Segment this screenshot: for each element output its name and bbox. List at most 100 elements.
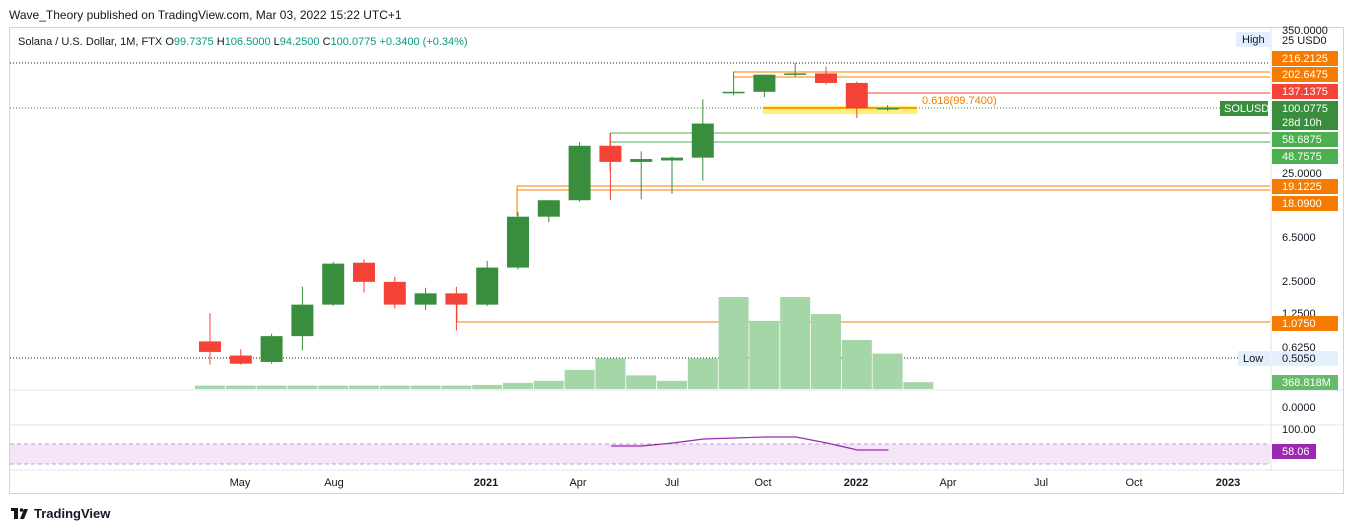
volume-bar bbox=[225, 385, 256, 389]
chart-legend: Solana / U.S. Dollar, 1M, FTX O99.7375 H… bbox=[18, 36, 468, 48]
price-label-text: 202.6475 bbox=[1282, 69, 1328, 81]
publisher-caption: Wave_Theory published on TradingView.com… bbox=[9, 8, 402, 22]
volume-bar bbox=[195, 385, 225, 389]
candle-body bbox=[199, 341, 221, 352]
volume-bar bbox=[379, 385, 410, 389]
candle-body bbox=[568, 145, 591, 201]
candle-body bbox=[845, 82, 868, 109]
x-axis-tick-label: 2023 bbox=[1216, 477, 1240, 489]
low-value-text: 0.5050 bbox=[1282, 353, 1316, 365]
volume-last-chip bbox=[1272, 375, 1338, 390]
y-axis-tick-label: 25.0000 bbox=[1282, 168, 1322, 180]
legend-low-label: L bbox=[273, 36, 280, 48]
candle-body bbox=[260, 336, 283, 362]
candle-body bbox=[353, 262, 375, 282]
candle-body bbox=[630, 159, 653, 162]
volume-bar bbox=[841, 339, 872, 389]
footer-brand: TradingView bbox=[34, 506, 111, 521]
volume-bar bbox=[472, 384, 503, 389]
volume-bar bbox=[564, 369, 595, 389]
volume-bar bbox=[626, 375, 657, 389]
price-label-chip bbox=[1272, 115, 1338, 130]
volume-bar bbox=[903, 382, 934, 389]
x-axis-tick-label: 2022 bbox=[844, 477, 868, 489]
legend-high-label: H bbox=[216, 36, 225, 48]
candle-body bbox=[537, 200, 560, 217]
legend-low-value: 94.2500 bbox=[279, 36, 320, 48]
volume-bar bbox=[657, 380, 687, 389]
price-label-chip bbox=[1272, 149, 1338, 164]
price-label-text: 28d 10h bbox=[1282, 117, 1322, 129]
symbol-tag-label: SOLUSD bbox=[1224, 103, 1269, 115]
x-axis-tick-label: Jul bbox=[1034, 477, 1048, 489]
price-label-text: 137.1375 bbox=[1282, 86, 1328, 98]
volume-bar bbox=[718, 297, 749, 389]
footer: TradingView bbox=[11, 506, 110, 521]
low-tag-label: Low bbox=[1243, 353, 1263, 365]
legend-change: +0.3400 (+0.34%) bbox=[379, 36, 468, 48]
x-axis-tick-label: Oct bbox=[1125, 477, 1142, 489]
candle-body bbox=[876, 107, 899, 110]
volume-bar bbox=[780, 297, 811, 389]
volume-bar bbox=[687, 358, 718, 389]
candle-body bbox=[784, 73, 807, 75]
price-label-chip bbox=[1272, 84, 1338, 99]
volume-bar bbox=[349, 385, 379, 389]
volume-bar bbox=[595, 358, 626, 389]
price-label-chip bbox=[1272, 196, 1338, 211]
candle-body bbox=[753, 74, 776, 92]
candle-body bbox=[599, 145, 622, 162]
price-label-chip bbox=[1272, 51, 1338, 66]
volume-bar bbox=[533, 380, 564, 389]
volume-bar bbox=[256, 385, 287, 389]
candle-body bbox=[291, 304, 314, 337]
symbol-tag bbox=[1220, 101, 1268, 116]
legend-open-label: O bbox=[165, 36, 174, 48]
legend-close-label: C bbox=[322, 36, 331, 48]
x-axis-tick-label: Oct bbox=[754, 477, 771, 489]
y-axis-tick-label: 350.0000 bbox=[1282, 25, 1328, 37]
legend-symbol: Solana / U.S. Dollar, 1M, FTX bbox=[18, 36, 163, 48]
price-label-text: 1.0750 bbox=[1282, 318, 1316, 330]
candle-body bbox=[507, 216, 529, 268]
price-label-text: 48.7575 bbox=[1282, 151, 1322, 163]
y-axis-tick-label: 25 USD0 bbox=[1282, 35, 1327, 47]
volume-bar bbox=[441, 385, 472, 389]
candle-body bbox=[383, 281, 406, 305]
rsi-last-text: 58.06 bbox=[1282, 446, 1310, 458]
x-axis-tick-label: Apr bbox=[569, 477, 586, 489]
price-label-chip bbox=[1272, 101, 1338, 116]
candle-body bbox=[322, 263, 345, 305]
chart-frame bbox=[9, 27, 1344, 494]
y-axis-tick-label: 6.5000 bbox=[1282, 232, 1316, 244]
candle-body bbox=[414, 293, 437, 305]
price-label-chip bbox=[1272, 67, 1338, 82]
volume-bar bbox=[287, 385, 318, 389]
y-axis-tick-label: 2.5000 bbox=[1282, 276, 1316, 288]
fib-zone bbox=[763, 106, 917, 114]
rsi-last-chip bbox=[1272, 444, 1316, 459]
high-tag-label: High bbox=[1242, 34, 1265, 46]
y-axis-tick-label: 0.0000 bbox=[1282, 402, 1316, 414]
price-label-chip bbox=[1272, 316, 1338, 331]
x-axis-tick-label: 2021 bbox=[474, 477, 498, 489]
price-label-text: 58.6875 bbox=[1282, 134, 1322, 146]
volume-last-text: 368.818M bbox=[1282, 377, 1331, 389]
candle-body bbox=[691, 123, 714, 158]
low-value-chip bbox=[1272, 351, 1338, 366]
price-label-text: 18.0900 bbox=[1282, 198, 1322, 210]
candle-body bbox=[722, 91, 745, 94]
x-axis-tick-label: May bbox=[230, 477, 251, 489]
candle-body bbox=[445, 293, 468, 305]
volume-bar bbox=[872, 353, 903, 389]
rsi-line bbox=[611, 436, 889, 451]
x-axis-tick-label: Aug bbox=[324, 477, 344, 489]
high-tag bbox=[1236, 32, 1270, 47]
price-label-chip bbox=[1272, 179, 1338, 194]
tradingview-logo-icon bbox=[11, 507, 29, 520]
rsi-band bbox=[10, 444, 1270, 464]
legend-open-value: 99.7375 bbox=[173, 36, 214, 48]
volume-bar bbox=[503, 382, 533, 389]
candle-body bbox=[476, 267, 499, 305]
